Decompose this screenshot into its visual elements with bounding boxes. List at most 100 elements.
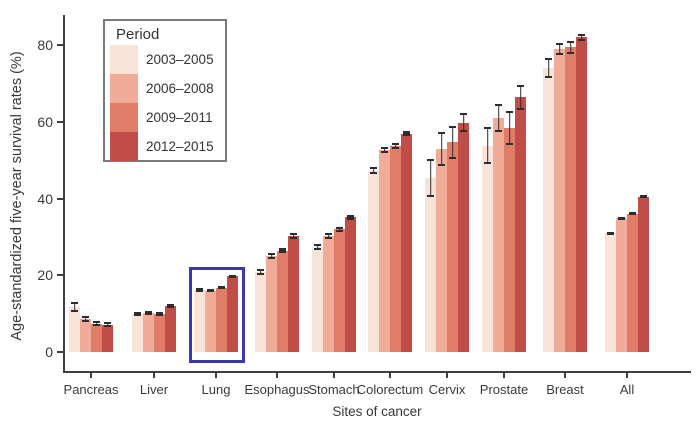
error-bar <box>427 158 434 197</box>
legend-label-period3: 2009–2011 <box>146 110 213 125</box>
bar-stomach-period4 <box>345 217 356 352</box>
period-legend: Period 2003–2005 2006–2008 2009–2011 2012–2… <box>103 19 227 162</box>
bar-stomach-period1 <box>312 246 323 352</box>
legend-swatch-period4 <box>110 132 138 161</box>
x-tick-label: Liver <box>139 382 169 397</box>
x-tick-label: Lung <box>201 382 231 397</box>
error-bar <box>314 243 321 250</box>
bar-prostate-period1 <box>482 145 493 352</box>
lung-group-highlight-box <box>189 267 245 363</box>
error-bar <box>618 216 625 220</box>
bar-pancreas-period4 <box>102 324 113 352</box>
error-bar-line <box>106 324 109 326</box>
bar-cervix-period3 <box>447 142 458 352</box>
bar-cervix-period1 <box>425 177 436 352</box>
bar-colorectum-period1 <box>368 170 379 352</box>
error-bar <box>403 131 410 136</box>
error-bar-line <box>259 270 262 273</box>
error-bar-line <box>383 149 386 152</box>
bar-breast-period2 <box>554 49 565 352</box>
error-bar-line <box>338 228 341 230</box>
error-bar-line <box>84 317 87 321</box>
error-bar-line <box>486 129 489 162</box>
error-bar <box>279 248 286 253</box>
error-bar <box>438 132 445 167</box>
bar-pancreas-period1 <box>69 307 80 352</box>
y-tick-mark <box>57 351 63 353</box>
x-tick-label: Colorectum <box>356 382 424 397</box>
x-tick-label: Stomach <box>308 382 360 397</box>
error-bar <box>104 322 111 328</box>
bar-stomach-period3 <box>334 229 345 352</box>
bar-liver-period2 <box>143 312 154 352</box>
error-bar <box>134 311 141 316</box>
error-bar <box>607 231 614 235</box>
error-bar <box>578 33 585 41</box>
error-bar-line <box>580 35 583 39</box>
error-bar-line <box>316 245 319 248</box>
error-bar <box>567 40 574 54</box>
error-bar-line <box>73 304 76 310</box>
error-bar-line <box>497 106 500 131</box>
bar-breast-period4 <box>576 37 587 352</box>
bar-all-period4 <box>638 196 649 352</box>
x-tick-label: Cervix <box>428 382 466 397</box>
error-bar <box>82 315 89 323</box>
bar-pancreas-period2 <box>80 318 91 352</box>
bar-all-period3 <box>627 213 638 352</box>
bar-lung-period4 <box>227 276 238 352</box>
error-bar <box>381 147 388 154</box>
error-bar <box>71 302 78 312</box>
error-bar <box>347 215 354 220</box>
bar-colorectum-period3 <box>390 145 401 352</box>
bar-prostate-period3 <box>504 127 515 352</box>
bar-stomach-period2 <box>323 236 334 352</box>
error-bar <box>506 110 513 146</box>
error-bar <box>229 274 236 278</box>
bar-all-period1 <box>605 233 616 352</box>
error-bar <box>640 195 647 199</box>
y-tick-mark <box>57 44 63 46</box>
x-tick-mark <box>153 373 155 378</box>
error-bar <box>545 58 552 78</box>
y-axis-line <box>63 15 65 373</box>
error-bar-line <box>394 144 397 147</box>
error-bar <box>517 84 524 110</box>
error-bar <box>196 288 203 293</box>
legend-label-period1: 2003–2005 <box>146 52 214 67</box>
bar-lung-period3 <box>216 287 227 352</box>
error-bar <box>460 112 467 133</box>
x-tick-mark <box>215 373 217 378</box>
x-tick-label: Prostate <box>479 382 529 397</box>
x-tick-label: Breast <box>546 382 584 397</box>
x-tick-mark <box>276 373 278 378</box>
legend-title: Period <box>116 26 160 43</box>
error-bar-line <box>462 114 465 131</box>
y-tick-mark <box>57 120 63 123</box>
error-bar-line <box>440 134 443 165</box>
error-bar <box>392 142 399 149</box>
error-bar <box>370 167 377 175</box>
bar-esophagus-period2 <box>266 256 277 352</box>
bar-prostate-period4 <box>515 97 526 352</box>
bar-cervix-period4 <box>458 122 469 352</box>
bar-lung-period1 <box>194 290 205 352</box>
bar-colorectum-period4 <box>401 133 412 352</box>
error-bar-line <box>95 322 98 325</box>
x-tick-label: Pancreas <box>63 382 119 397</box>
x-tick-mark <box>503 373 505 378</box>
x-tick-mark <box>333 373 335 378</box>
bar-esophagus-period1 <box>255 271 266 352</box>
error-bar-line <box>547 60 550 76</box>
y-tick-label: 40 <box>37 190 53 207</box>
error-bar-line <box>508 112 511 144</box>
bar-esophagus-period4 <box>288 235 299 352</box>
error-bar <box>629 212 636 216</box>
bar-esophagus-period3 <box>277 250 288 352</box>
error-bar <box>156 312 163 317</box>
x-axis-title: Sites of cancer <box>332 404 422 419</box>
error-bar <box>218 285 225 290</box>
x-tick-label: All <box>619 382 635 397</box>
